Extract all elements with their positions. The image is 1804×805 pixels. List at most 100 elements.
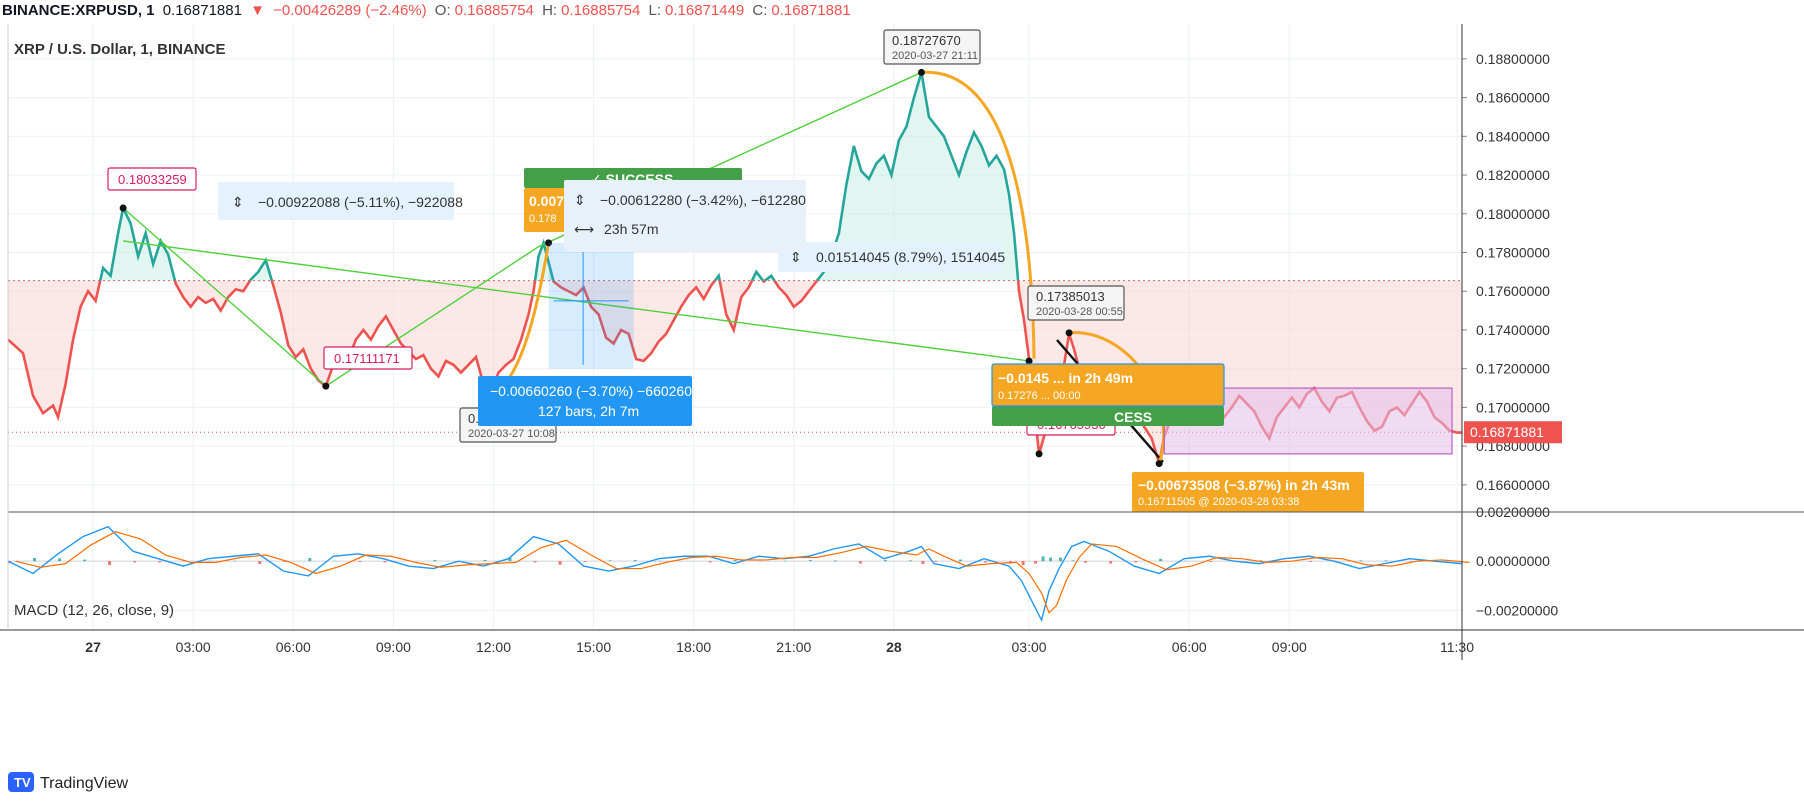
symbol-name[interactable]: BINANCE:XRPUSD, 1	[2, 2, 155, 19]
high-left-label-box[interactable]	[107, 167, 197, 191]
price-line-above	[98, 72, 1020, 281]
current-price-label: 0.16871881	[1470, 424, 1544, 440]
chart-texts: XRP / U.S. Dollar, 1, BINANCE MACD (12, …	[8, 41, 225, 792]
symbol-info-bar: BINANCE:XRPUSD, 1 0.16871881 ▼ −0.004262…	[0, 0, 1804, 24]
macd-histogram-bar	[1071, 560, 1075, 562]
low-left-label-box[interactable]	[323, 346, 413, 370]
macd-histogram-bar	[483, 559, 487, 562]
area-below-baseline	[8, 280, 1462, 464]
measure2-time-label: 23h 57m	[604, 221, 658, 237]
macd-histogram-bar	[133, 561, 137, 563]
time-tick-label: 03:00	[176, 639, 211, 655]
macd-histogram-bar	[1359, 560, 1363, 562]
macd-histogram-bar	[508, 557, 512, 562]
measure2-box[interactable]	[564, 180, 806, 252]
close-label: C:	[752, 2, 768, 19]
macd-histogram-bar	[283, 561, 287, 562]
macd-line	[7, 525, 1463, 623]
price-tick-label: 0.17800000	[1476, 245, 1550, 261]
macd-histogram-bar	[83, 559, 87, 562]
macd-histogram-bar	[33, 557, 37, 562]
macd-histogram-bar	[1034, 561, 1038, 564]
macd-histogram-bar	[883, 559, 887, 562]
peak-label-box[interactable]	[883, 29, 981, 65]
point-marker[interactable]	[1025, 357, 1033, 365]
measure3-box[interactable]	[778, 242, 1002, 272]
tradingview-logo[interactable]: TV TradingView	[8, 772, 128, 792]
close-value: 0.16871881	[771, 2, 851, 19]
macd-histogram-bar	[158, 561, 162, 563]
time-tick-label: 18:00	[676, 639, 711, 655]
point-marker[interactable]	[917, 68, 925, 76]
trend-line-1[interactable]	[122, 207, 327, 387]
chart-drawings[interactable]: 0.180332590.171111710.167659300.18727670…	[8, 29, 1462, 512]
macd-histogram-bar	[633, 559, 637, 562]
macd-histogram-bar	[1021, 561, 1025, 566]
point-marker[interactable]	[1155, 460, 1163, 468]
macd-histogram-bar	[1159, 558, 1163, 562]
chart-fills	[8, 72, 1462, 464]
price-tick-label: 0.18400000	[1476, 128, 1550, 144]
point-marker[interactable]	[1035, 450, 1043, 458]
point-marker[interactable]	[322, 382, 330, 390]
macd-histogram-bar	[558, 561, 562, 565]
point-marker[interactable]	[119, 204, 127, 212]
macd-histogram-bar	[708, 561, 712, 563]
low-left-label: 0.17111171	[334, 351, 400, 366]
orange-target-line1: 0.007	[529, 193, 564, 209]
measure-area[interactable]	[548, 242, 634, 369]
high-left-label: 0.18033259	[118, 172, 187, 187]
point-marker[interactable]	[1065, 329, 1073, 337]
orange-box2[interactable]	[991, 363, 1225, 407]
duration-icon: ⟷	[574, 221, 594, 237]
macd-histogram-bar	[358, 561, 362, 562]
time-tick-label: 06:00	[276, 639, 311, 655]
macd-histogram-bar	[921, 561, 925, 564]
price-tick-label: 0.18200000	[1476, 167, 1550, 183]
current-price-tag[interactable]	[1464, 421, 1562, 444]
open-label: O:	[434, 2, 451, 19]
orange-box2-line2: 0.17276 ... 00:00	[998, 390, 1081, 402]
blue-measure-line2: 127 bars, 2h 7m	[538, 403, 639, 419]
mid-peak-time-label: 2020-03-28 00:55	[1036, 306, 1123, 318]
high-label: H:	[542, 2, 558, 19]
time-tick-label: 21:00	[776, 639, 811, 655]
macd-histogram-bar	[308, 557, 312, 562]
orange-box2-line1: −0.0145 ... in 2h 49m	[998, 370, 1133, 386]
macd-histogram-bar	[533, 561, 537, 563]
success2-banner[interactable]	[992, 406, 1224, 426]
measure1-box[interactable]	[218, 182, 454, 220]
mid-peak-label-box[interactable]	[1027, 285, 1125, 321]
blue-measure-box[interactable]	[478, 376, 692, 426]
tradingview-logo-glyph: TV	[14, 775, 31, 790]
price-tick-label: 0.18800000	[1476, 51, 1550, 67]
chart-title: XRP / U.S. Dollar, 1, BINANCE	[14, 41, 225, 58]
macd-histogram-bar	[608, 560, 612, 562]
macd-histogram-bar	[383, 561, 387, 563]
high-value: 0.16885754	[561, 2, 641, 19]
macd-histogram-bar	[1109, 561, 1113, 564]
macd-histogram-bar	[258, 561, 262, 564]
measure1-label: −0.00922088 (−5.11%), −922088	[258, 194, 463, 210]
point-marker[interactable]	[545, 239, 553, 247]
orange-box3[interactable]	[1132, 472, 1364, 512]
macd-histogram-bar	[1084, 561, 1088, 563]
macd-histogram-bar	[1259, 560, 1263, 562]
price-tick-label: 0.17400000	[1476, 322, 1550, 338]
low-value: 0.16871449	[665, 2, 745, 19]
blue-measure-line1: −0.00660260 (−3.70%) −660260	[490, 383, 692, 399]
macd-tick-label: 0.00000000	[1476, 553, 1550, 569]
chart-axes[interactable]: 27 03:00 06:00 09:00 12:00 15:00 18:00 21:00 28 0…	[0, 24, 1804, 660]
peak-price-label: 0.18727670	[892, 33, 961, 48]
measure-icon: ⇕	[232, 194, 244, 210]
measure3-label: 0.01514045 (8.79%), 1514045	[816, 249, 1005, 265]
macd-histogram-bar	[984, 561, 988, 563]
macd-pane	[7, 525, 1470, 623]
macd-histogram-bar	[1309, 561, 1313, 562]
macd-histogram-bar	[858, 561, 862, 564]
time-tick-label: 27	[85, 639, 101, 655]
macd-histogram-bar	[433, 559, 437, 562]
macd-histogram-bar	[958, 559, 962, 562]
price-tick-label: 0.17000000	[1476, 399, 1550, 415]
